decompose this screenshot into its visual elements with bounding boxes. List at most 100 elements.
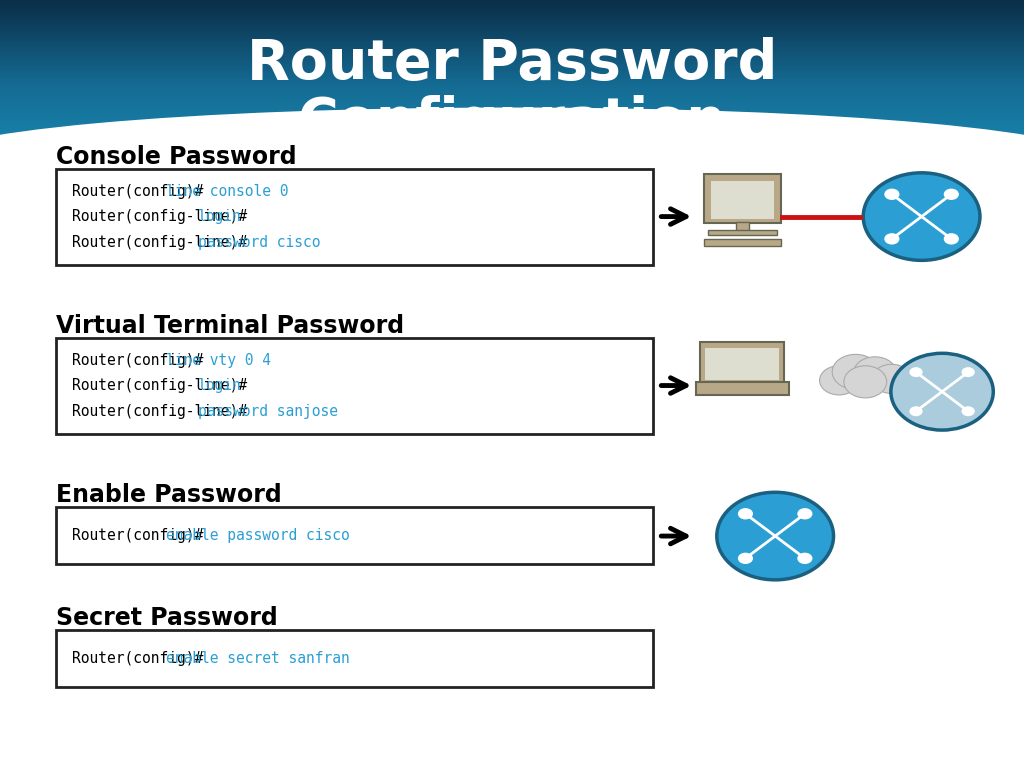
FancyBboxPatch shape <box>56 507 653 564</box>
Text: Router(config-line)#: Router(config-line)# <box>72 210 247 224</box>
Bar <box>0 91 1024 93</box>
Circle shape <box>798 508 812 519</box>
Bar <box>0 2 1024 3</box>
Bar <box>0 121 1024 122</box>
Circle shape <box>962 367 975 377</box>
Bar <box>0 159 1024 161</box>
Bar <box>0 165 1024 166</box>
Bar <box>0 141 1024 142</box>
Text: password sanjose: password sanjose <box>198 404 338 419</box>
Bar <box>0 86 1024 88</box>
Text: password cisco: password cisco <box>198 235 321 250</box>
Bar <box>0 39 1024 41</box>
Bar <box>0 0 1024 2</box>
Circle shape <box>798 553 812 564</box>
Circle shape <box>738 553 753 564</box>
Bar <box>0 45 1024 46</box>
Bar <box>0 135 1024 137</box>
Bar <box>0 79 1024 81</box>
Bar <box>0 68 1024 69</box>
Circle shape <box>909 367 923 377</box>
Circle shape <box>717 492 834 580</box>
Bar <box>0 17 1024 18</box>
Circle shape <box>819 366 858 395</box>
Bar <box>705 239 780 246</box>
Circle shape <box>854 357 896 389</box>
Bar <box>0 76 1024 78</box>
Bar <box>0 42 1024 44</box>
Bar <box>0 54 1024 55</box>
Text: enable password cisco: enable password cisco <box>166 528 350 543</box>
Bar <box>0 14 1024 15</box>
Bar <box>0 115 1024 117</box>
Bar <box>0 155 1024 157</box>
Bar <box>0 138 1024 140</box>
Bar <box>0 22 1024 24</box>
Circle shape <box>738 508 753 519</box>
Bar <box>0 35 1024 37</box>
Bar <box>0 127 1024 128</box>
Bar <box>0 167 1024 169</box>
Circle shape <box>885 189 899 200</box>
FancyBboxPatch shape <box>706 348 779 380</box>
Bar <box>0 104 1024 105</box>
Bar <box>0 10 1024 12</box>
Text: Router Password: Router Password <box>247 37 777 91</box>
Circle shape <box>944 189 958 200</box>
Bar <box>0 41 1024 42</box>
Bar <box>0 63 1024 65</box>
Bar <box>0 161 1024 162</box>
Bar <box>0 51 1024 52</box>
Bar <box>0 55 1024 56</box>
Circle shape <box>844 366 887 398</box>
Text: Enable Password: Enable Password <box>56 483 282 508</box>
Bar <box>0 134 1024 135</box>
Bar <box>0 149 1024 151</box>
Bar <box>0 157 1024 159</box>
Bar <box>0 131 1024 132</box>
Bar <box>0 145 1024 147</box>
Bar <box>0 18 1024 20</box>
Bar <box>0 52 1024 54</box>
Bar <box>0 88 1024 90</box>
Bar <box>0 132 1024 134</box>
Circle shape <box>962 406 975 416</box>
Bar <box>0 122 1024 124</box>
Bar <box>0 44 1024 45</box>
FancyBboxPatch shape <box>56 630 653 687</box>
Bar <box>0 166 1024 167</box>
Bar <box>0 29 1024 31</box>
Bar <box>0 106 1024 107</box>
Text: Router(config-line)#: Router(config-line)# <box>72 404 247 419</box>
Bar <box>0 111 1024 113</box>
Bar <box>0 69 1024 71</box>
Bar <box>0 96 1024 97</box>
Bar <box>0 124 1024 125</box>
Bar <box>0 137 1024 138</box>
Bar <box>0 103 1024 104</box>
Bar <box>0 140 1024 141</box>
Bar <box>0 62 1024 64</box>
Bar <box>0 113 1024 114</box>
Bar <box>0 118 1024 120</box>
FancyBboxPatch shape <box>700 342 784 384</box>
Bar <box>0 83 1024 84</box>
FancyBboxPatch shape <box>56 169 653 265</box>
Bar <box>0 4 1024 5</box>
Bar <box>0 12 1024 14</box>
Text: Router(config)#: Router(config)# <box>72 528 203 543</box>
Bar <box>0 93 1024 94</box>
Bar <box>708 230 777 235</box>
Bar <box>0 90 1024 91</box>
Bar <box>0 144 1024 145</box>
Text: Router(config-line)#: Router(config-line)# <box>72 235 247 250</box>
Bar <box>0 164 1024 165</box>
Bar <box>0 71 1024 72</box>
Bar <box>0 66 1024 68</box>
Bar <box>0 94 1024 96</box>
Bar <box>0 148 1024 149</box>
Bar <box>0 15 1024 17</box>
Text: Router(config)#: Router(config)# <box>72 184 203 199</box>
Bar <box>0 152 1024 154</box>
Bar <box>0 38 1024 39</box>
